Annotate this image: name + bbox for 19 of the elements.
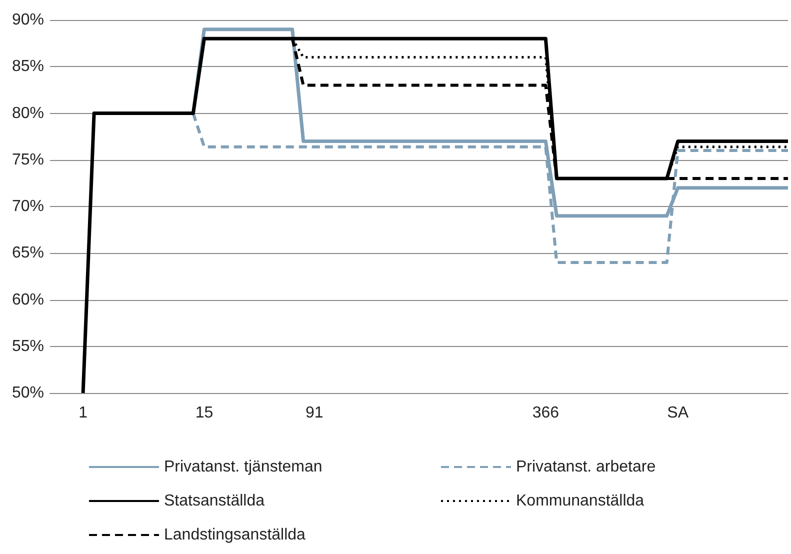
legend-label: Statsanställda	[164, 492, 265, 510]
y-tick-label: 55%	[12, 338, 44, 355]
x-tick-label: 15	[195, 404, 214, 422]
legend-label: Privatanst. tjänsteman	[164, 458, 322, 476]
x-tick-label: 1	[78, 404, 88, 422]
x-tick-label: 366	[532, 404, 560, 422]
x-tick-label: SA	[667, 404, 689, 422]
x-tick-label: 91	[305, 404, 324, 422]
y-tick-label: 50%	[12, 384, 44, 402]
legend-label: Landstingsanställda	[164, 526, 306, 544]
y-tick-label: 60%	[12, 291, 44, 308]
y-tick-label: 70%	[12, 198, 44, 215]
y-tick-label: 65%	[12, 244, 44, 262]
legend-label: Kommunanställda	[516, 492, 644, 510]
legend-label: Privatanst. arbetare	[516, 458, 656, 476]
y-tick-label: 90%	[12, 12, 44, 28]
y-tick-label: 80%	[12, 104, 44, 122]
y-tick-label: 75%	[12, 151, 44, 168]
y-tick-label: 85%	[12, 58, 44, 76]
